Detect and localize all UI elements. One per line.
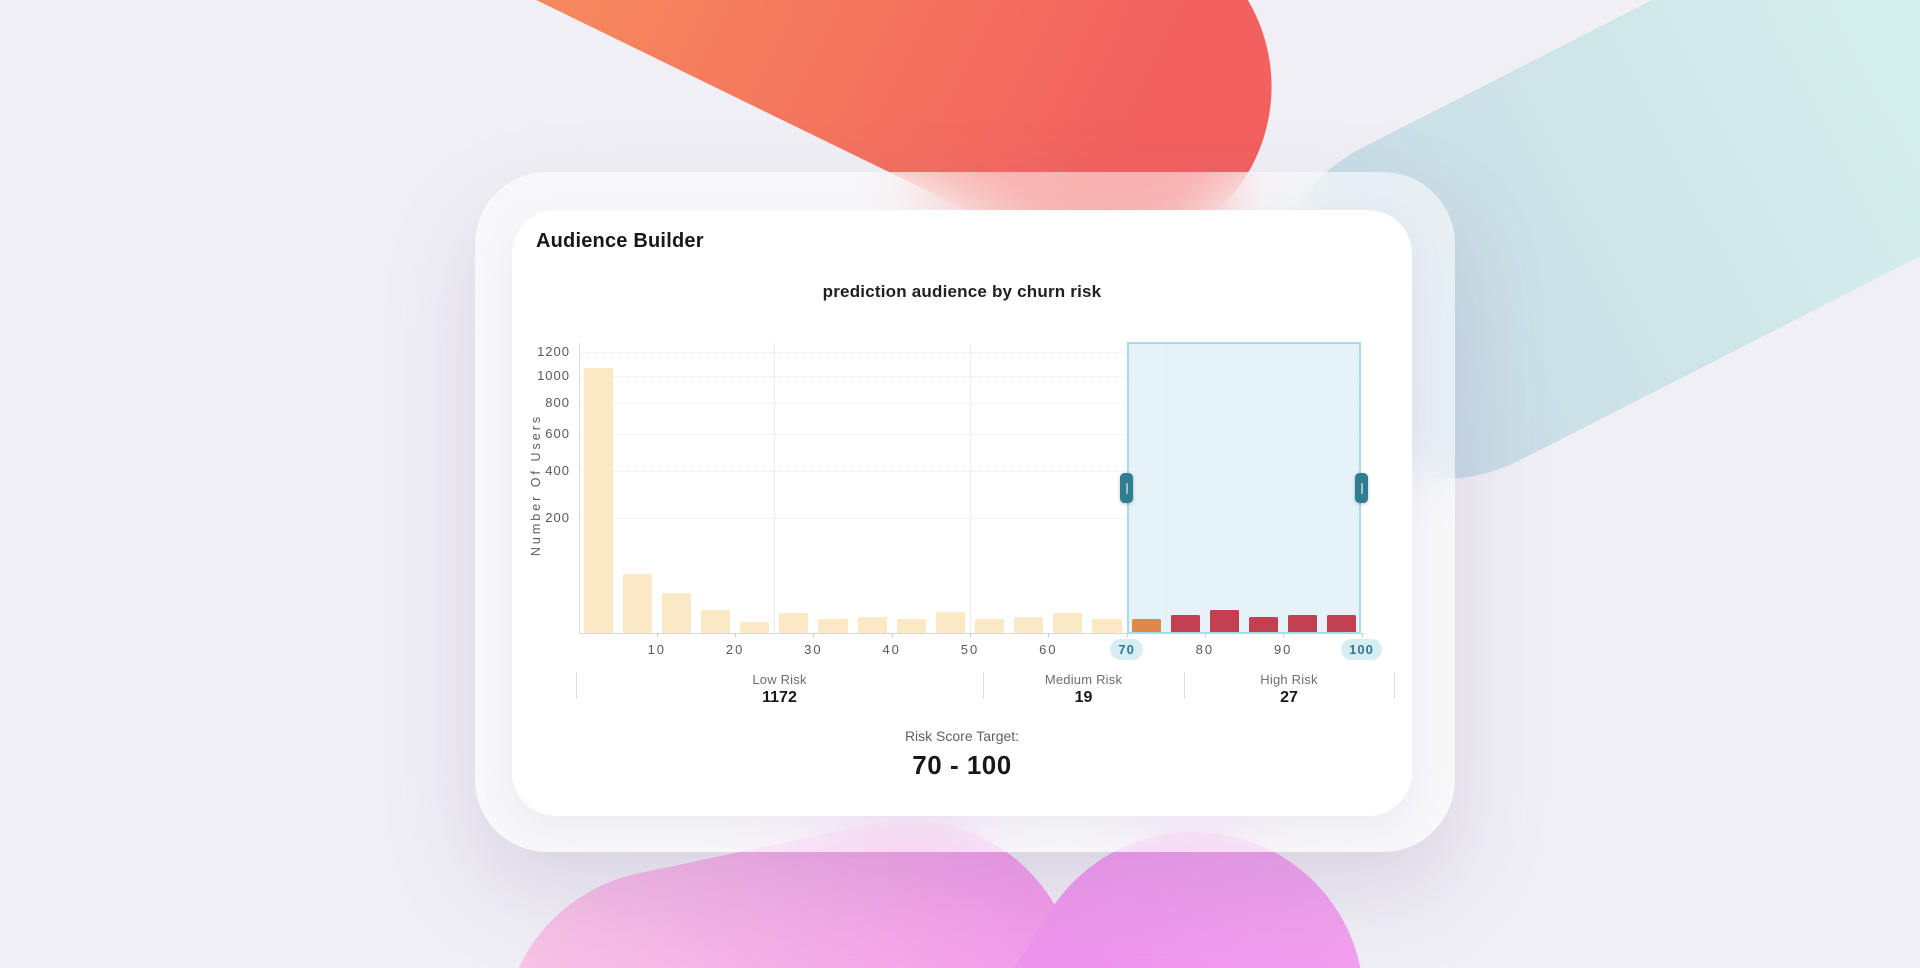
x-tick-label: 60 [1039,642,1058,657]
x-tick-mark [970,633,971,637]
low-risk-label: Low Risk [752,672,807,687]
histogram-bar [935,611,965,633]
v-gridline [774,343,776,633]
x-tick-mark [1204,633,1206,637]
summary-divider [983,672,984,699]
high-risk-count: 27 [1280,689,1298,706]
x-tick-label: 100 [1327,639,1397,660]
histogram-bar [1209,610,1240,633]
summary-medium-risk: Medium Risk 19 [983,668,1184,708]
y-tick-label: 400 [545,462,570,478]
histogram-bar [975,618,1005,633]
slider-handle-max[interactable] [1355,473,1368,503]
summary-high-risk: High Risk 27 [1184,668,1394,708]
histogram-bar [1327,614,1357,633]
x-tick-label: 70 [1092,639,1162,660]
chart-title: prediction audience by churn risk [822,282,1102,301]
x-tick-mark [1126,633,1128,637]
x-tick-mark [891,633,893,637]
y-tick-label: 800 [545,395,570,411]
summary-low-risk: Low Risk 1172 [576,668,983,708]
y-tick-label: 1000 [537,368,570,384]
slider-handle-min[interactable] [1120,473,1134,503]
histogram-bar [583,368,613,633]
histogram-bar [857,616,887,633]
histogram-bar [1092,618,1122,633]
y-tick-label: 1200 [537,343,570,359]
x-tick-mark [656,633,658,637]
y-tick-label: 200 [545,510,570,526]
handle-grip-icon [1125,482,1128,494]
histogram-bar [896,618,926,633]
high-risk-label: High Risk [1260,672,1318,687]
panel-title: Audience Builder [536,230,704,252]
risk-score-target-label: Risk Score Target: [904,728,1020,744]
histogram-bar [1131,618,1161,633]
x-axis-line [578,633,1364,634]
summary-divider [576,672,577,699]
handle-grip-icon [1360,482,1363,494]
x-tick-mark [1048,633,1050,637]
histogram-bar [1288,614,1318,633]
v-gridline [970,343,971,633]
risk-summary-row: Low Risk 1172 Medium Risk 19 High Risk 2… [576,668,1394,708]
churn-risk-histogram: Number Of Users 1200 1000 800 600 400 200 10 20… [512,210,1412,816]
x-tick-label: 80 [1195,642,1215,657]
x-tick-label: 40 [882,642,901,657]
audience-builder-glass-panel: Audience Builder prediction audience by … [475,172,1455,852]
risk-score-target-value: 70 - 100 [912,750,1012,780]
x-tick-mark [1361,633,1363,637]
selection-region[interactable] [1126,341,1362,634]
x-tick-label: 10 [647,642,667,657]
histogram-bar [622,574,652,633]
audience-builder-card: Audience Builder prediction audience by … [512,210,1412,816]
histogram-bar [818,618,848,633]
histogram-bar [779,613,809,633]
y-tick-label: 600 [545,426,570,442]
histogram-bar [1053,613,1083,633]
medium-risk-count: 19 [1074,689,1093,706]
histogram-bar [661,593,691,633]
x-tick-mark [813,633,815,637]
x-tick-pill: 100 [1341,639,1382,660]
x-tick-label: 50 [960,642,980,657]
selection-border [1126,341,1362,634]
x-tick-mark [1283,633,1285,637]
summary-divider [1394,672,1395,699]
x-tick-label: 30 [804,642,823,657]
histogram-bar [1170,614,1200,633]
histogram-bar [740,621,770,633]
low-risk-count: 1172 [762,689,797,706]
x-tick-mark [735,633,737,637]
x-tick-pill: 70 [1110,639,1143,660]
x-tick-label: 20 [725,642,745,657]
histogram-bar [1249,616,1279,633]
medium-risk-label: Medium Risk [1044,672,1123,687]
histogram-bar [700,610,731,633]
y-axis-line [578,343,580,633]
histogram-bar [1014,616,1044,633]
summary-divider [1184,672,1185,699]
x-tick-label: 90 [1273,642,1293,657]
